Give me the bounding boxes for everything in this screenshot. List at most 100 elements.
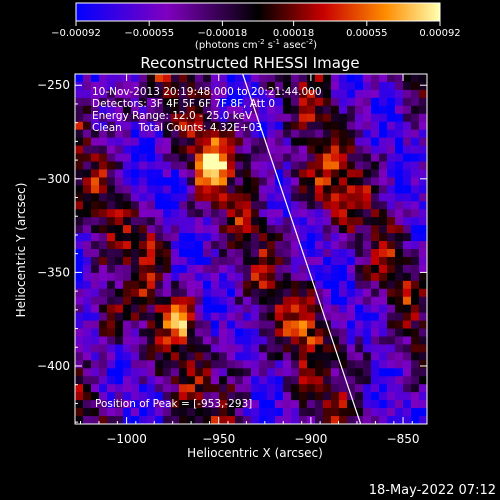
- heatmap-cell: [91, 400, 100, 409]
- heatmap-cell: [83, 320, 92, 330]
- heatmap-cell: [379, 241, 388, 250]
- heatmap-cell: [299, 153, 308, 163]
- heatmap-cell: [131, 169, 140, 178]
- heatmap-cell: [419, 233, 427, 242]
- heatmap-cell: [379, 312, 388, 322]
- heatmap-cell: [323, 304, 332, 314]
- heatmap-cell: [419, 304, 427, 314]
- heatmap-cell: [323, 169, 332, 178]
- heatmap-cell: [147, 376, 156, 385]
- heatmap-cell: [291, 193, 300, 202]
- heatmap-cell: [75, 137, 84, 147]
- heatmap-cell: [131, 81, 140, 91]
- heatmap-cell: [139, 121, 148, 131]
- heatmap-cell: [131, 384, 140, 393]
- heatmap-cell: [107, 400, 116, 409]
- heatmap-cell: [379, 177, 388, 186]
- heatmap-cell: [123, 81, 132, 91]
- heatmap-cell: [379, 225, 388, 234]
- heatmap-cell: [275, 400, 284, 409]
- heatmap-cell: [75, 209, 84, 218]
- heatmap-cell: [403, 233, 412, 242]
- heatmap-cell: [91, 416, 100, 424]
- heatmap-cell: [75, 105, 84, 115]
- heatmap-cell: [371, 161, 380, 171]
- heatmap-cell: [211, 74, 220, 83]
- heatmap-cell: [411, 344, 420, 353]
- heatmap-cell: [203, 225, 212, 234]
- heatmap-cell: [115, 97, 124, 107]
- heatmap-cell: [171, 336, 180, 346]
- heatmap-cell: [235, 264, 244, 274]
- heatmap-cell: [99, 296, 108, 306]
- heatmap-cell: [195, 153, 204, 163]
- heatmap-cell: [411, 272, 420, 282]
- heatmap-cell: [139, 233, 148, 242]
- heatmap-cell: [187, 161, 196, 171]
- heatmap-cell: [267, 161, 276, 171]
- heatmap-cell: [339, 400, 348, 409]
- heatmap-cell: [139, 105, 148, 115]
- heatmap-cell: [187, 105, 196, 115]
- heatmap-cell: [91, 256, 100, 266]
- heatmap-cell: [219, 193, 228, 202]
- heatmap-cell: [187, 352, 196, 361]
- heatmap-cell: [227, 280, 236, 290]
- heatmap-cell: [387, 249, 396, 258]
- heatmap-cell: [99, 304, 108, 314]
- heatmap-cell: [203, 161, 212, 171]
- heatmap-cell: [139, 185, 148, 194]
- heatmap-cell: [115, 336, 124, 346]
- colorbar-ticks: [75, 21, 441, 26]
- heatmap-cell: [331, 328, 340, 338]
- heatmap-cell: [275, 153, 284, 163]
- heatmap-cell: [155, 344, 164, 353]
- heatmap-cell: [347, 328, 356, 338]
- chart-title: Reconstructed RHESSI Image: [140, 54, 359, 72]
- heatmap-cell: [235, 81, 244, 91]
- heatmap-cell: [299, 161, 308, 171]
- heatmap-cell: [219, 233, 228, 242]
- heatmap-cell: [187, 121, 196, 131]
- heatmap-cell: [171, 256, 180, 266]
- heatmap-cell: [131, 264, 140, 274]
- heatmap-cell: [75, 225, 84, 234]
- heatmap-cell: [179, 288, 188, 298]
- heatmap-cell: [291, 296, 300, 306]
- heatmap-cell: [131, 137, 140, 147]
- heatmap-cell: [171, 352, 180, 361]
- heatmap-cell: [355, 241, 364, 250]
- heatmap-cell: [299, 113, 308, 123]
- heatmap-cell: [395, 256, 404, 266]
- heatmap-cell: [331, 121, 340, 131]
- heatmap-cell: [339, 225, 348, 234]
- heatmap-cell: [123, 344, 132, 353]
- heatmap-cell: [411, 217, 420, 226]
- heatmap-cell: [331, 241, 340, 250]
- heatmap-cell: [99, 113, 108, 123]
- heatmap-cell: [323, 312, 332, 322]
- heatmap-cell: [315, 304, 324, 314]
- heatmap-cell: [243, 256, 252, 266]
- heatmap-cell: [131, 336, 140, 346]
- heatmap-cell: [195, 97, 204, 107]
- heatmap-cell: [203, 153, 212, 163]
- heatmap-cell: [107, 296, 116, 306]
- heatmap-cell: [259, 169, 268, 178]
- heatmap-cell: [283, 392, 292, 401]
- heatmap-cell: [395, 161, 404, 171]
- heatmap-cell: [403, 225, 412, 234]
- heatmap-cell: [155, 312, 164, 322]
- heatmap-cell: [331, 256, 340, 266]
- heatmap-cell: [371, 201, 380, 210]
- heatmap-cell: [203, 241, 212, 250]
- heatmap-cell: [163, 145, 172, 155]
- heatmap-cell: [147, 400, 156, 409]
- heatmap-cell: [315, 272, 324, 282]
- heatmap-cell: [179, 376, 188, 385]
- heatmap-cell: [379, 264, 388, 274]
- heatmap-cell: [115, 153, 124, 163]
- heatmap-cell: [115, 296, 124, 306]
- heatmap-cell: [251, 233, 260, 242]
- heatmap-cell: [259, 193, 268, 202]
